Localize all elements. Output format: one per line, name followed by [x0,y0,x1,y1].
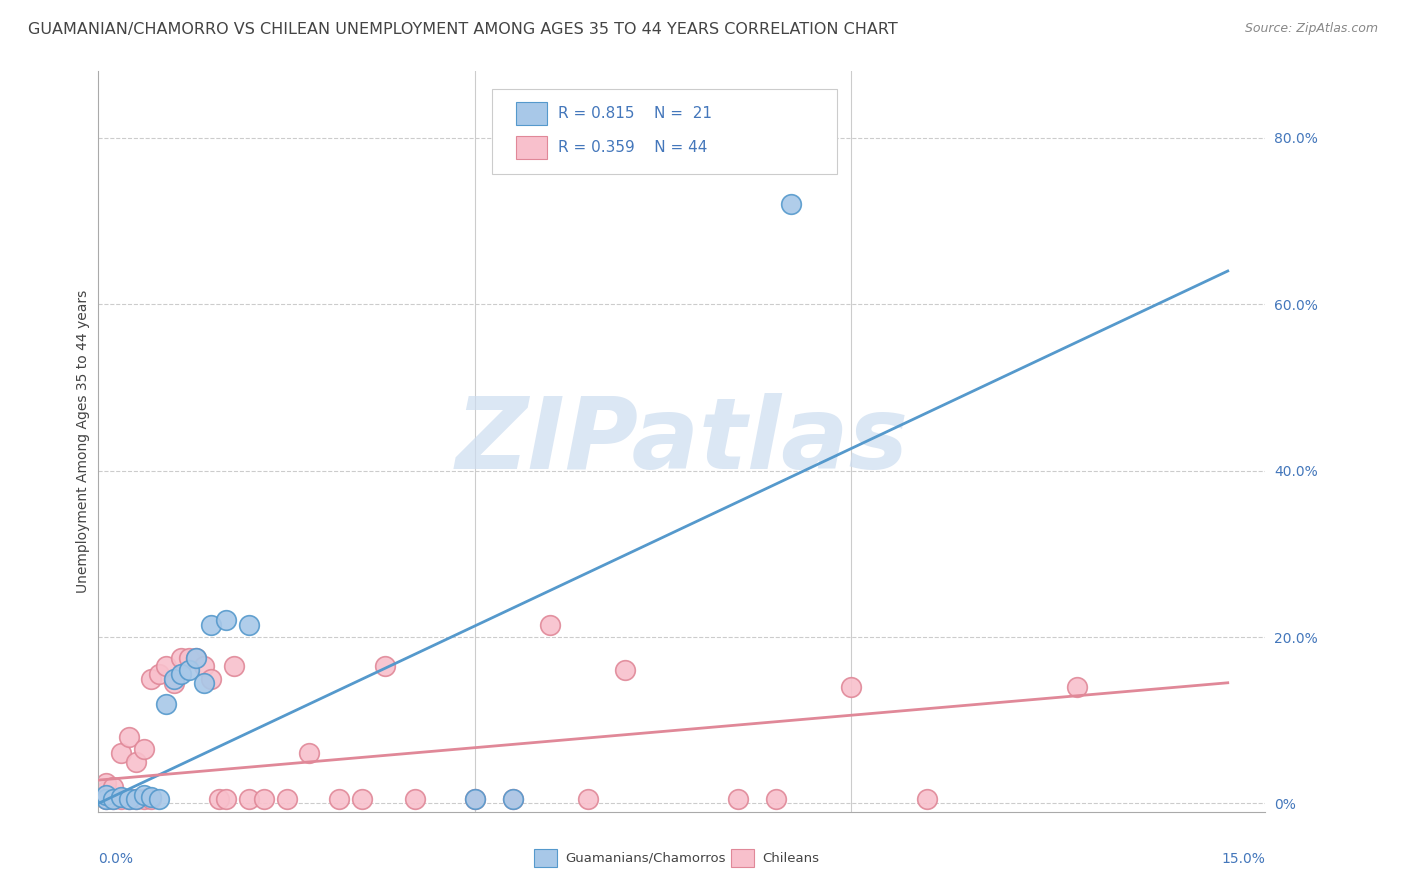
Point [200,672,222,686]
Point [404,792,426,806]
Point [253,792,276,806]
Point [139,789,162,804]
Point [110,747,132,761]
Text: Chileans: Chileans [762,852,820,864]
Point [117,730,139,744]
Y-axis label: Unemployment Among Ages 35 to 44 years: Unemployment Among Ages 35 to 44 years [76,290,90,593]
Point [170,650,193,665]
Point [276,792,298,806]
Point [110,792,132,806]
Point [238,617,260,632]
Point [208,792,231,806]
Point [576,792,599,806]
Point [502,792,524,806]
Point [103,780,125,794]
Point [298,747,321,761]
Point [177,663,200,677]
Point [170,667,193,681]
Text: R = 0.359    N = 44: R = 0.359 N = 44 [558,140,707,154]
Point [502,792,524,806]
Point [350,792,373,806]
Point [328,792,350,806]
Text: 0.0%: 0.0% [98,853,134,866]
Point [132,788,155,802]
Point [538,617,561,632]
Point [163,675,186,690]
Point [186,650,208,665]
Point [780,197,803,211]
Point [464,792,486,806]
Point [193,675,215,690]
Point [103,792,125,806]
Point [186,650,208,665]
Point [132,792,155,806]
Point [94,788,117,802]
Point [163,672,186,686]
Point [915,792,938,806]
Text: GUAMANIAN/CHAMORRO VS CHILEAN UNEMPLOYMENT AMONG AGES 35 TO 44 YEARS CORRELATION: GUAMANIAN/CHAMORRO VS CHILEAN UNEMPLOYME… [28,22,898,37]
Text: Guamanians/Chamorros: Guamanians/Chamorros [565,852,725,864]
Point [1066,680,1088,694]
Text: R = 0.815    N =  21: R = 0.815 N = 21 [558,106,713,120]
Point [222,659,245,673]
Point [215,614,238,628]
Point [148,667,170,681]
Text: ZIPatlas: ZIPatlas [456,393,908,490]
Point [132,742,155,756]
Point [117,792,139,806]
Point [148,792,170,806]
Point [155,697,177,711]
Point [94,784,117,798]
Point [125,792,148,806]
Point [177,650,200,665]
Point [125,792,148,806]
Point [103,792,125,806]
Point [215,792,238,806]
Text: 15.0%: 15.0% [1222,853,1265,866]
Point [139,672,162,686]
Point [765,792,787,806]
Point [614,663,637,677]
Point [155,659,177,673]
Point [94,792,117,806]
Point [139,792,162,806]
Point [193,659,215,673]
Point [125,755,148,769]
Point [238,792,260,806]
Point [373,659,395,673]
Point [110,789,132,804]
Point [94,792,117,806]
Point [727,792,749,806]
Point [94,775,117,789]
Point [839,680,862,694]
Point [464,792,486,806]
Point [200,617,222,632]
Text: Source: ZipAtlas.com: Source: ZipAtlas.com [1244,22,1378,36]
Point [117,792,139,806]
